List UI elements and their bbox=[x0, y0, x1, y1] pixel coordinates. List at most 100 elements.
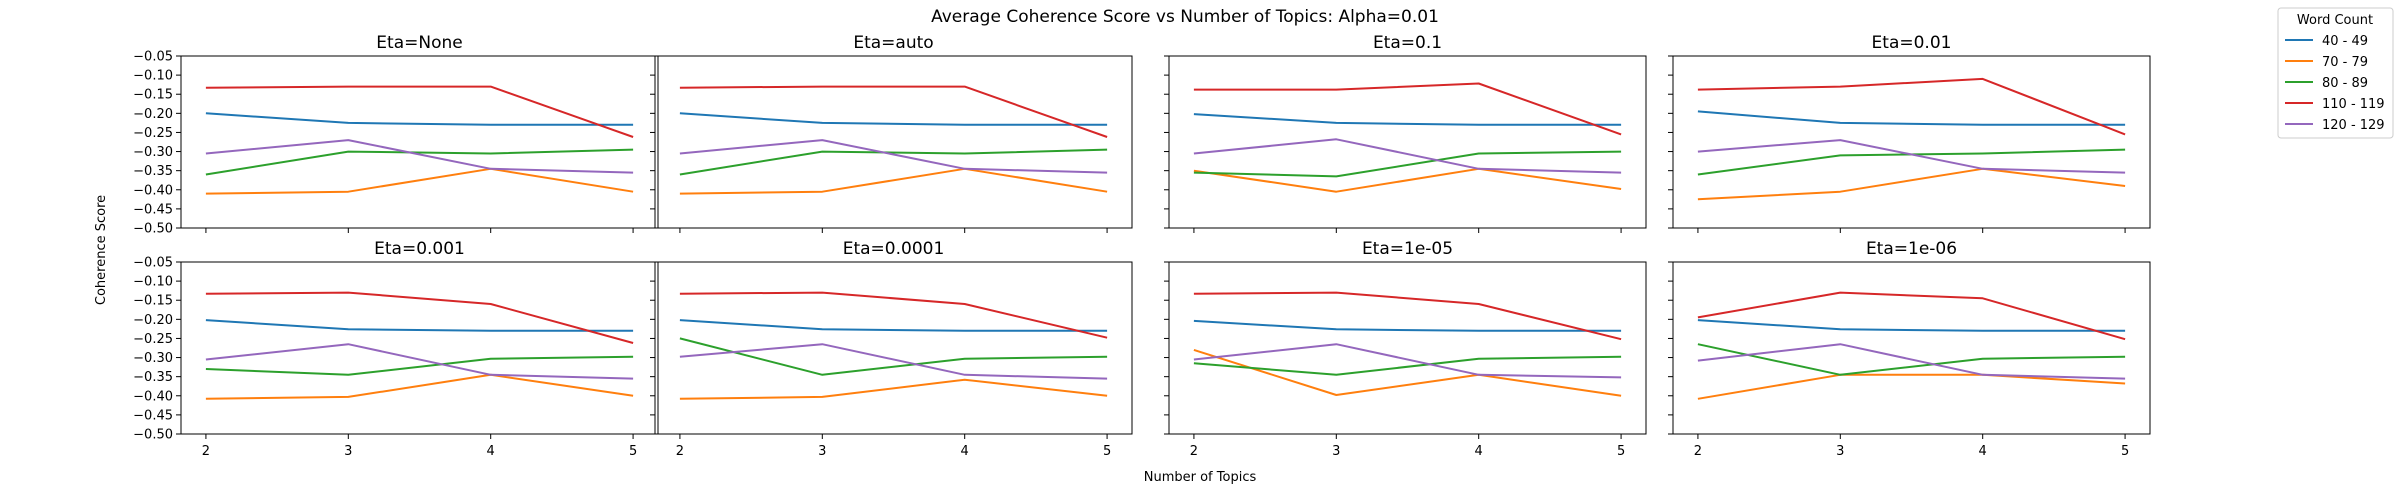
series-line bbox=[1697, 291, 2126, 341]
x-tick-label: 5 bbox=[629, 444, 637, 459]
series-line bbox=[679, 85, 1108, 138]
legend-item: 120 - 129 bbox=[2285, 118, 2385, 133]
subplot-title: Eta=1e-05 bbox=[1362, 239, 1453, 259]
legend-item: 110 - 119 bbox=[2285, 97, 2385, 112]
y-axis-label: Coherence Score bbox=[94, 195, 109, 305]
subplot-3: Eta=0.1 bbox=[1164, 33, 1647, 233]
subplot-6: Eta=0.0001 2 3 4 5 bbox=[650, 239, 1133, 459]
legend-label: 120 - 129 bbox=[2322, 118, 2385, 133]
x-tick-label: 3 bbox=[818, 444, 826, 459]
y-tick-label: −0.45 bbox=[133, 202, 173, 217]
plot-frame bbox=[1672, 261, 2151, 435]
series-line bbox=[679, 148, 1108, 176]
series-line bbox=[1697, 139, 2126, 174]
y-tick-label: −0.25 bbox=[133, 332, 173, 347]
y-tick-label: −0.10 bbox=[133, 69, 173, 84]
y-tick-label: −0.45 bbox=[133, 408, 173, 423]
series-line bbox=[1193, 167, 1622, 193]
y-tick-label: −0.05 bbox=[133, 256, 173, 271]
subplot-title: Eta=0.1 bbox=[1373, 33, 1442, 53]
legend-item: 80 - 89 bbox=[2285, 76, 2368, 91]
series-line bbox=[1193, 138, 1622, 174]
x-tick-label: 2 bbox=[676, 444, 684, 459]
subplot-2: Eta=auto bbox=[650, 33, 1133, 233]
series-line bbox=[679, 343, 1108, 380]
subplot-5: Eta=0.001 −0.05 −0.10 −0.15 −0.20 −0.25 −0.30 −… bbox=[133, 239, 659, 459]
series-line bbox=[205, 85, 634, 138]
legend-title: Word Count bbox=[2297, 13, 2373, 28]
y-tick-label: −0.25 bbox=[133, 126, 173, 141]
series-line bbox=[1697, 77, 2126, 136]
legend: Word Count 40 - 49 70 - 79 80 - 89 110 - 11… bbox=[2277, 7, 2394, 139]
y-tick-label: −0.40 bbox=[133, 389, 173, 404]
legend-item: 70 - 79 bbox=[2285, 55, 2368, 70]
plot-frame bbox=[1672, 55, 2151, 229]
plot-frame bbox=[654, 55, 1133, 229]
series-line bbox=[1697, 343, 2126, 376]
series-line bbox=[1697, 167, 2126, 201]
plot-frame bbox=[654, 261, 1133, 435]
series-line bbox=[679, 112, 1108, 126]
x-tick-label: 3 bbox=[344, 444, 352, 459]
series-line bbox=[679, 139, 1108, 174]
x-tick-label: 5 bbox=[1103, 444, 1111, 459]
series-line bbox=[1193, 82, 1622, 136]
subplot-title: Eta=auto bbox=[853, 33, 933, 53]
legend-label: 70 - 79 bbox=[2322, 55, 2368, 70]
series-line bbox=[1193, 319, 1622, 332]
series-line bbox=[205, 343, 634, 380]
subplot-7: Eta=1e-05 2 3 4 5 bbox=[1164, 239, 1647, 459]
y-tick-label: −0.05 bbox=[133, 50, 173, 65]
legend-label: 40 - 49 bbox=[2322, 34, 2368, 49]
series-line bbox=[205, 167, 634, 195]
y-tick-label: −0.30 bbox=[133, 145, 173, 160]
x-tick-label: 3 bbox=[1332, 444, 1340, 459]
x-tick-label: 3 bbox=[1836, 444, 1844, 459]
series-line bbox=[205, 373, 634, 400]
series-line bbox=[1697, 373, 2126, 400]
legend-items: 40 - 49 70 - 79 80 - 89 110 - 119 120 - 129 bbox=[2285, 34, 2385, 133]
plot-frame bbox=[1168, 261, 1647, 435]
x-tick-label: 4 bbox=[487, 444, 495, 459]
plot-frame bbox=[180, 55, 659, 229]
subplot-1: Eta=None −0.05 −0.10 −0.15 −0.20 −0.25 −0.30 −0… bbox=[133, 33, 659, 237]
series-line bbox=[205, 319, 634, 332]
series-line bbox=[1697, 343, 2126, 380]
y-tick-label: −0.50 bbox=[133, 222, 173, 237]
y-tick-label: −0.10 bbox=[133, 275, 173, 290]
subplot-title: Eta=0.001 bbox=[374, 239, 465, 259]
series-line bbox=[205, 291, 634, 344]
subplot-grid: Eta=None −0.05 −0.10 −0.15 −0.20 −0.25 −0.30 −0… bbox=[133, 33, 2151, 459]
x-tick-label: 2 bbox=[202, 444, 210, 459]
series-line bbox=[205, 148, 634, 176]
x-tick-label: 4 bbox=[1979, 444, 1987, 459]
y-tick-label: −0.20 bbox=[133, 313, 173, 328]
y-tick-label: −0.30 bbox=[133, 351, 173, 366]
subplot-title: Eta=None bbox=[376, 33, 462, 53]
subplot-4: Eta=0.01 bbox=[1668, 33, 2151, 233]
series-line bbox=[1193, 348, 1622, 397]
series-line bbox=[1697, 319, 2126, 332]
x-tick-label: 5 bbox=[2121, 444, 2129, 459]
y-tick-label: −0.15 bbox=[133, 88, 173, 103]
x-tick-label: 2 bbox=[1694, 444, 1702, 459]
series-line bbox=[1193, 343, 1622, 379]
legend-label: 110 - 119 bbox=[2322, 97, 2385, 112]
series-line bbox=[679, 378, 1108, 400]
plot-frame bbox=[1168, 55, 1647, 229]
y-tick-label: −0.15 bbox=[133, 294, 173, 309]
subplot-title: Eta=1e-06 bbox=[1866, 239, 1957, 259]
x-tick-label: 2 bbox=[1190, 444, 1198, 459]
series-line bbox=[205, 355, 634, 376]
x-axis-label: Number of Topics bbox=[1144, 470, 1257, 485]
series-line bbox=[679, 337, 1108, 376]
series-line bbox=[205, 139, 634, 174]
x-tick-label: 4 bbox=[961, 444, 969, 459]
series-line bbox=[679, 167, 1108, 195]
series-line bbox=[1193, 291, 1622, 341]
series-line bbox=[1193, 150, 1622, 178]
plot-frame bbox=[180, 261, 659, 435]
subplot-title: Eta=0.01 bbox=[1872, 33, 1952, 53]
